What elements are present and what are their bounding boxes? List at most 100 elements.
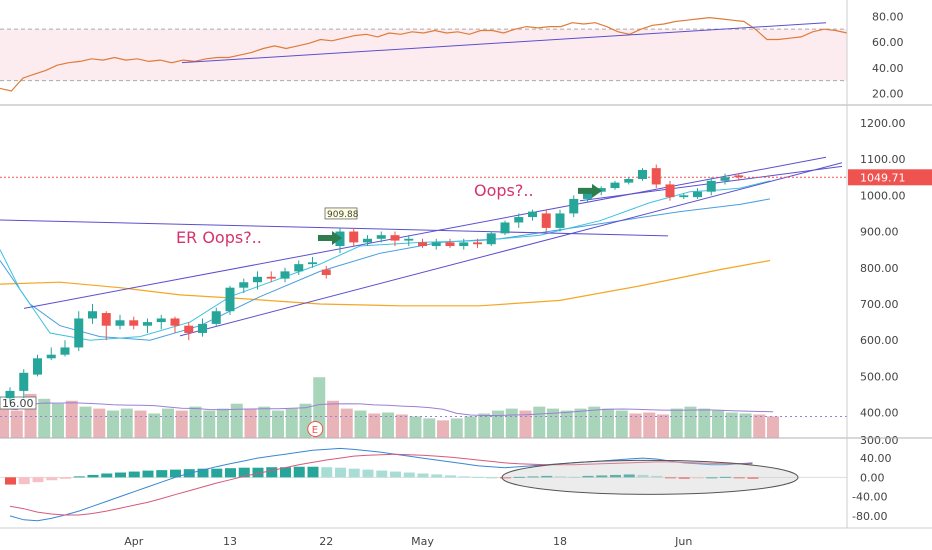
date-tick-label: 13 [223, 535, 237, 548]
price-tick-label: 900.00 [860, 226, 899, 239]
rsi-axis-ticks: 80.00 60.00 40.00 20.00 [872, 10, 904, 100]
volume-bar [162, 408, 174, 438]
candle-body [253, 276, 262, 283]
volume-bar [492, 410, 504, 438]
rsi-tick-label: 20.00 [872, 88, 904, 101]
macd-histogram-bar [211, 468, 223, 478]
macd-histogram-bar [18, 477, 30, 485]
volume-bar [767, 416, 779, 438]
candle-body [583, 189, 592, 199]
volume-bar [340, 408, 353, 438]
volume-bar [382, 412, 394, 438]
candle-body [294, 264, 304, 272]
macd-histogram-bar [431, 474, 443, 478]
macd-tick-label: 40.00 [860, 452, 892, 465]
volume-bar [629, 413, 642, 438]
volume-bar [65, 400, 78, 438]
candle-body [500, 222, 510, 234]
candle-body [445, 242, 455, 247]
candle-body [459, 242, 469, 247]
volume-bar [258, 406, 271, 438]
volume-bar [698, 408, 711, 438]
macd-histogram-bar [445, 475, 456, 478]
trend-channel-line [23, 156, 827, 309]
date-tick-label: May [411, 535, 434, 548]
macd-histogram-bar [376, 470, 388, 478]
volume-bar [657, 414, 669, 438]
price-tick-label: 1200.00 [860, 117, 906, 130]
volume-label-box [0, 396, 37, 410]
date-tick-label: Jun [674, 535, 692, 548]
candle-body [720, 177, 730, 181]
macd-histogram-bar [128, 471, 140, 478]
volume-bar [0, 408, 9, 438]
macd-histogram-bar [348, 468, 360, 478]
macd-line [9, 447, 753, 522]
candle-body [74, 318, 84, 348]
last-price-text: 1049.71 [860, 171, 906, 184]
macd-histogram-bar [170, 469, 181, 478]
macd-histogram-bar [142, 470, 154, 478]
candle-body [486, 233, 496, 245]
macd-histogram-bar [73, 476, 85, 478]
candle-body [184, 325, 194, 333]
volume-bar [272, 410, 284, 438]
macd-histogram-bar [527, 476, 539, 478]
macd-histogram-bar [390, 471, 401, 478]
volume-bar [285, 408, 298, 438]
trend-channel-line [179, 162, 843, 337]
candle-body [308, 262, 317, 265]
price-tick-label: 1000.00 [860, 189, 906, 202]
macd-histogram-bar [60, 477, 71, 479]
macd-histogram-bar [568, 476, 580, 478]
macd-panel: 40.00 0.00 -40.00 -80.00 [0, 447, 892, 523]
price-tick-label: 300.00 [860, 434, 899, 447]
candle-body [514, 217, 524, 223]
volume-bar [189, 406, 202, 438]
candle-body [376, 235, 386, 239]
macd-histogram-bar [115, 472, 126, 478]
annotation-er-oops: ER Oops?.. [176, 228, 262, 247]
candle-body [5, 390, 15, 399]
trend-channel-line [0, 219, 669, 237]
volume-bar [52, 403, 64, 438]
candle-body [129, 320, 139, 326]
candle-body [225, 287, 235, 312]
macd-histogram-bar [637, 474, 649, 478]
slow-moving-average [0, 259, 771, 307]
macd-histogram-bar [5, 477, 16, 485]
volume-bar [409, 416, 422, 438]
rsi-line [0, 16, 848, 92]
date-tick-label: 18 [553, 535, 567, 548]
price-tick-label: 500.00 [860, 370, 899, 383]
earnings-event-circle [307, 421, 324, 437]
volume-bar [753, 414, 766, 438]
macd-histogram-bar [87, 474, 99, 478]
price-tick-label: 600.00 [860, 334, 899, 347]
rsi-tick-label: 80.00 [872, 10, 904, 23]
candle-body [596, 188, 606, 192]
candle-body [170, 318, 180, 326]
macd-histogram-bar [101, 473, 113, 478]
rsi-overbought-oversold-band [0, 29, 847, 81]
candle-body [101, 313, 111, 326]
candle-body [734, 175, 744, 178]
volume-bar [437, 420, 449, 438]
volume-bar [244, 408, 257, 438]
volume-bar [684, 406, 697, 438]
volume-bar [615, 410, 628, 438]
candle-body [115, 320, 125, 326]
candle-body [418, 242, 427, 247]
volume-bar [120, 408, 133, 438]
macd-histogram-bar [665, 477, 676, 479]
earnings-event-marker[interactable]: E [307, 421, 324, 437]
candle-body [349, 231, 359, 243]
volume-bars [0, 377, 779, 438]
price-tag: 909.88 [324, 207, 359, 220]
macd-tick-label: 0.00 [860, 471, 885, 484]
volume-bar [327, 400, 339, 438]
macd-histogram-bar [747, 477, 759, 479]
volume-bar [10, 410, 23, 438]
volume-bar [643, 412, 656, 438]
